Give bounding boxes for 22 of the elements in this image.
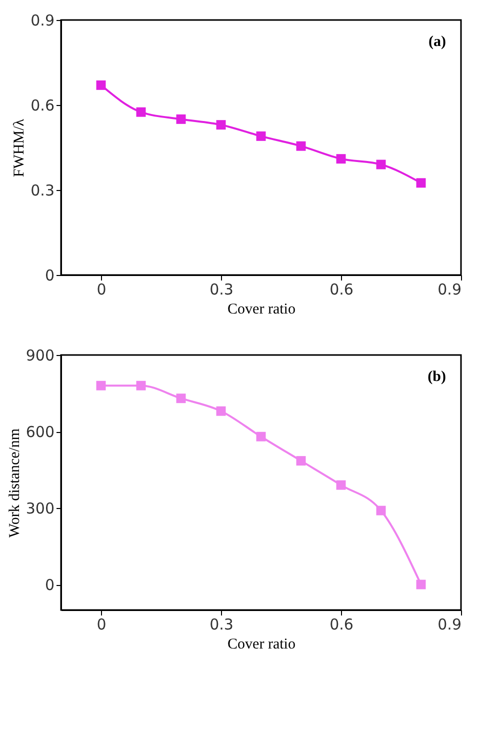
y-tick-label: 900 <box>26 346 54 364</box>
y-tick-label: 0.3 <box>30 182 54 200</box>
x-axis-title: Cover ratio <box>228 636 296 652</box>
x-tick-label: 0.9 <box>438 280 462 298</box>
x-tick-label: 0 <box>96 616 106 634</box>
y-axis-title: FWHM/λ <box>12 118 28 178</box>
annotation: (b) <box>428 369 446 385</box>
y-tick-label: 0 <box>44 266 54 284</box>
x-tick-label: 0 <box>96 280 106 298</box>
x-tick-label: 0.3 <box>210 280 234 298</box>
x-axis-title: Cover ratio <box>228 302 296 318</box>
y-tick-label: 0.9 <box>30 12 54 30</box>
x-tick-label: 0.3 <box>210 616 234 634</box>
x-tick-label: 0.6 <box>330 616 354 634</box>
x-tick-label: 0.6 <box>330 280 354 298</box>
y-axis-title: Work distance/nm <box>6 428 23 538</box>
y-tick-label: 0 <box>44 576 54 594</box>
y-tick-label: 600 <box>26 423 54 441</box>
y-tick-label: 0.6 <box>30 96 54 114</box>
y-tick-label: 300 <box>26 500 54 518</box>
annotation: (a) <box>428 34 446 50</box>
x-tick-label: 0.9 <box>438 616 462 634</box>
